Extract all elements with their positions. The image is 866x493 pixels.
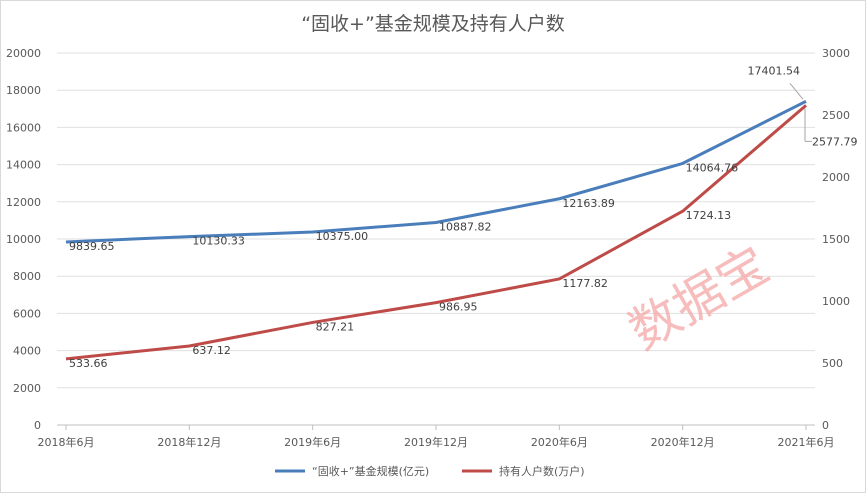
data-label: 10375.00 bbox=[316, 230, 369, 243]
chart-title: “固收+”基金规模及持有人户数 bbox=[301, 13, 565, 35]
x-axis-tick-label: 2019年6月 bbox=[284, 435, 341, 449]
x-axis-tick-label: 2018年6月 bbox=[38, 435, 95, 449]
data-label: 1724.13 bbox=[686, 209, 732, 222]
legend-item: “固收+”基金规模(亿元) bbox=[275, 464, 429, 478]
right-axis-tick-label: 1500 bbox=[822, 233, 850, 246]
left-axis-tick-label: 12000 bbox=[6, 196, 41, 209]
right-axis-tick-label: 2500 bbox=[822, 109, 850, 122]
data-label: 637.12 bbox=[192, 344, 231, 357]
data-label: 1177.82 bbox=[562, 277, 608, 290]
watermark-text: 数据宝 bbox=[620, 236, 779, 361]
left-axis-tick-label: 8000 bbox=[13, 270, 41, 283]
legend-label: 持有人户数(万户) bbox=[499, 464, 585, 478]
left-axis-tick-label: 16000 bbox=[6, 121, 41, 134]
data-label: 2577.79 bbox=[812, 135, 858, 148]
x-axis-tick-label: 2020年6月 bbox=[531, 435, 588, 449]
x-axis-tick-label: 2021年6月 bbox=[778, 435, 835, 449]
series-line-fund-size bbox=[65, 99, 807, 244]
left-axis-tick-label: 10000 bbox=[6, 233, 41, 246]
series-line-holders bbox=[65, 104, 807, 361]
right-axis-tick-label: 500 bbox=[822, 357, 843, 370]
data-label: 827.21 bbox=[316, 320, 355, 333]
data-label: 17401.54 bbox=[748, 64, 801, 77]
left-axis-tick-label: 14000 bbox=[6, 159, 41, 172]
right-axis-tick-label: 0 bbox=[822, 419, 829, 432]
x-axis-tick-label: 2020年12月 bbox=[651, 435, 715, 449]
right-axis-tick-label: 2000 bbox=[822, 171, 850, 184]
data-label: 986.95 bbox=[439, 301, 478, 314]
left-axis-tick-label: 0 bbox=[34, 419, 41, 432]
left-axis-tick-label: 20000 bbox=[6, 47, 41, 60]
left-axis-tick-label: 4000 bbox=[13, 345, 41, 358]
legend-label: “固收+”基金规模(亿元) bbox=[312, 464, 429, 478]
data-label: 533.66 bbox=[69, 357, 108, 370]
data-label: 14064.76 bbox=[686, 161, 739, 174]
left-axis-tick-label: 18000 bbox=[6, 84, 41, 97]
right-axis-tick-label: 3000 bbox=[822, 47, 850, 60]
left-axis-tick-label: 6000 bbox=[13, 307, 41, 320]
data-label: 10130.33 bbox=[192, 235, 245, 248]
data-label: 12163.89 bbox=[562, 197, 615, 210]
data-label: 9839.65 bbox=[69, 240, 115, 253]
right-axis-tick-label: 1000 bbox=[822, 295, 850, 308]
watermark: 数据宝 bbox=[620, 236, 779, 361]
x-axis-tick-label: 2018年12月 bbox=[157, 435, 221, 449]
data-label: 10887.82 bbox=[439, 220, 492, 233]
x-axis-tick-label: 2019年12月 bbox=[404, 435, 468, 449]
leader-line bbox=[789, 83, 804, 100]
left-axis-tick-label: 2000 bbox=[13, 382, 41, 395]
legend-item: 持有人户数(万户) bbox=[462, 464, 585, 478]
